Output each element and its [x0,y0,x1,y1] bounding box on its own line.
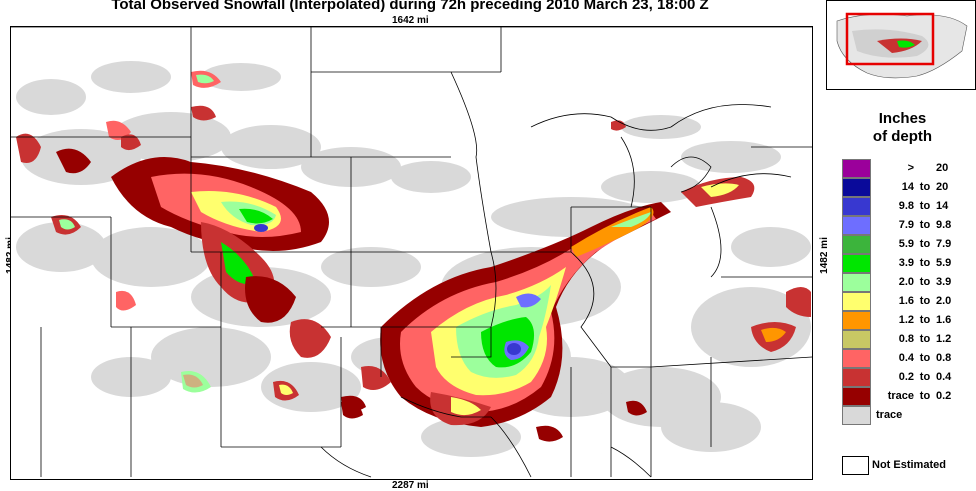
map-canvas [11,27,812,478]
legend-range-separator: to [919,257,931,269]
legend-range-label: 2.0 to 3.9 [872,276,972,288]
inset-map [827,1,975,89]
legend-swatch [842,406,871,425]
legend-title: Inches of depth [835,110,970,146]
legend-swatch [842,273,871,292]
legend-range-label: trace to 0.2 [872,390,972,402]
legend-range-high: 20 [936,162,949,174]
legend-swatch [842,349,871,368]
legend-range-high: 0.4 [936,371,952,383]
legend-range-separator: to [919,333,931,345]
legend-range-label: 5.9 to 7.9 [872,238,972,250]
legend-range-separator: to [919,276,931,288]
legend-range-high: 1.6 [936,314,952,326]
legend-range-high: 1.2 [936,333,952,345]
legend-range-low: 3.9 [898,257,914,269]
legend-range-high: 5.9 [936,257,952,269]
legend-range-label: trace [872,409,972,421]
legend-range-low: 2.0 [898,276,914,288]
legend-range-separator: to [919,352,931,364]
snowfall-map[interactable] [10,26,813,480]
legend-title-line2: of depth [872,128,933,145]
legend-range-low: 7.9 [898,219,914,231]
legend-range-low: trace [887,390,914,402]
legend-range-low: 5.9 [898,238,914,250]
legend-range-high: 2.0 [936,295,952,307]
legend-swatch [842,254,871,273]
legend-range-low: 14 [901,181,914,193]
legend-swatch [842,235,871,254]
legend-range-high: 7.9 [936,238,952,250]
legend-range-label: 1.6 to 2.0 [872,295,972,307]
legend-range-label: >20 [872,162,972,174]
legend-range-high: 14 [936,200,949,212]
legend-range-low: 0.8 [898,333,914,345]
legend-range-separator: to [919,295,931,307]
legend-range-label: 9.8 to 14 [872,200,972,212]
distance-label-right: 1482 mi [818,237,830,274]
legend-range-high: 3.9 [936,276,952,288]
legend-range-low: 9.8 [898,200,914,212]
legend-range-low: trace [876,409,903,421]
legend-range-low: > [907,162,914,174]
legend-swatch [842,216,871,235]
legend-range-label: 3.9 to 5.9 [872,257,972,269]
snowfall-central-band [341,202,671,442]
distance-label-bottom: 2287 mi [392,480,429,491]
legend-range-separator: to [919,181,931,193]
legend-range-high: 20 [936,181,949,193]
legend-range-separator: to [919,200,931,212]
not-estimated-swatch [842,456,869,475]
legend-swatch [842,292,871,311]
legend-range-label: 14 to 20 [872,181,972,193]
legend-range-label: 0.8 to 1.2 [872,333,972,345]
legend-range-separator: to [919,371,931,383]
boundaries [11,27,812,478]
legend-swatch [842,387,871,406]
legend-swatch [842,159,871,178]
not-estimated-label: Not Estimated [872,459,946,471]
legend-swatch [842,311,871,330]
snowfall-northern-plains [16,70,366,412]
legend-range-low: 0.2 [898,371,914,383]
legend-range-separator: to [919,390,931,402]
legend-range-label: 0.2 to 0.4 [872,371,972,383]
legend-swatch [842,330,871,349]
legend-range-low: 1.6 [898,295,914,307]
distance-label-top: 1642 mi [392,15,429,26]
legend-range-high: 9.8 [936,219,952,231]
legend-range-separator: to [919,238,931,250]
legend-range-label: 0.4 to 0.8 [872,352,972,364]
legend-title-line1: Inches [878,110,927,127]
legend-range-label: 1.2 to 1.6 [872,314,972,326]
legend-swatch [842,368,871,387]
locator-inset [826,0,976,90]
legend-range-label: 7.9 to 9.8 [872,219,972,231]
legend-range-separator: to [919,314,931,326]
legend-range-high: 0.2 [936,390,952,402]
legend-range-separator: to [919,219,931,231]
legend-swatch [842,197,871,216]
legend-range-high: 0.8 [936,352,952,364]
legend-swatch [842,178,871,197]
legend-range-low: 1.2 [898,314,914,326]
legend-range-low: 0.4 [898,352,914,364]
snowfall-great-lakes [611,120,811,352]
map-title: Total Observed Snowfall (Interpolated) d… [111,0,709,13]
